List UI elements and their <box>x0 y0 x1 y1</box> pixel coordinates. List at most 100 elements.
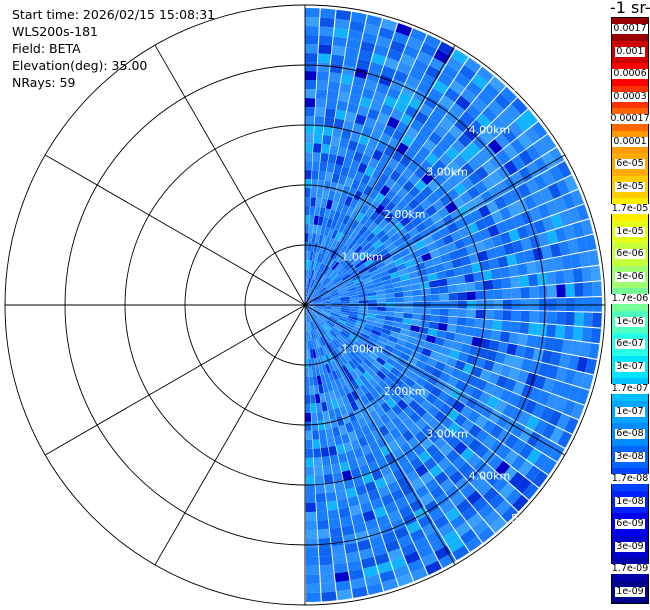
ray-gate <box>311 292 319 299</box>
ray-gate <box>424 34 441 49</box>
ray-gate <box>345 281 355 288</box>
ray-gate <box>506 343 518 356</box>
ray-gate <box>327 258 335 268</box>
ray-gate <box>369 235 380 246</box>
ray-gate <box>305 358 309 368</box>
ray-gate <box>379 332 390 340</box>
ray-gate <box>552 256 564 271</box>
ray-gate <box>520 287 530 299</box>
ray-gate <box>355 283 366 290</box>
ray-gate <box>449 102 466 118</box>
ray-gate <box>310 260 315 270</box>
ray-gate <box>374 384 385 395</box>
ray-gate <box>394 307 404 313</box>
ray-gate <box>397 534 413 548</box>
ray-gate <box>348 411 358 423</box>
ray-gate <box>457 351 469 363</box>
ray-gate <box>486 349 498 362</box>
ray-gate <box>341 342 351 352</box>
ray-gate <box>347 168 357 180</box>
ray-gate <box>329 291 339 296</box>
ray-gate <box>523 399 538 415</box>
ray-sector <box>305 189 584 305</box>
ray-gate <box>339 332 348 341</box>
ray-gate <box>356 364 366 375</box>
ray-gate <box>465 104 482 120</box>
ray-gate <box>460 529 477 545</box>
range-label: 3.00km <box>426 166 468 179</box>
ray-gate <box>523 346 535 360</box>
ray-gate <box>350 577 366 590</box>
colorbar-label: 1e-08 <box>615 495 645 507</box>
ray-gate <box>415 463 429 478</box>
ray-gate <box>590 265 601 281</box>
ray-gate <box>318 35 333 46</box>
ray-gate <box>306 331 309 341</box>
ray-gate <box>306 287 308 297</box>
ray-gate <box>491 210 504 224</box>
ray-gate <box>539 186 554 203</box>
ray-gate <box>461 505 478 522</box>
ray-gate <box>383 344 394 353</box>
ray-gate <box>350 370 359 380</box>
ray-gate <box>394 297 404 303</box>
ray-gate <box>382 223 393 234</box>
ray-gate <box>384 315 395 322</box>
ray-gate <box>408 330 419 339</box>
ray-gate <box>364 452 376 464</box>
ray-gate <box>312 251 317 261</box>
ray-gate <box>429 350 441 361</box>
ray-gate <box>376 340 386 349</box>
ray-gate <box>328 316 338 323</box>
ray-gate <box>466 291 476 301</box>
ray-gate <box>413 393 426 406</box>
ray-gate <box>403 296 413 302</box>
ray-gate <box>351 419 361 431</box>
ray-gate <box>305 484 316 494</box>
ray-gate <box>344 196 353 207</box>
ray-gate <box>324 391 331 402</box>
ray-gate <box>396 175 408 187</box>
ray-gate <box>415 405 427 418</box>
ray-gate <box>349 300 359 304</box>
ray-gate <box>379 185 391 197</box>
ray-gate <box>458 462 473 477</box>
ray-gate <box>340 299 350 302</box>
ray-gate <box>337 146 347 158</box>
ray-gate <box>327 509 340 520</box>
ray-gate <box>491 234 503 248</box>
ray-gate <box>450 492 466 507</box>
ray-gate <box>410 567 428 582</box>
ray-gate <box>305 98 316 108</box>
ray-gate <box>317 420 325 431</box>
ray-gate <box>574 282 584 297</box>
ray-gate <box>316 510 328 521</box>
ray-gate <box>345 362 354 373</box>
ray-gate <box>318 263 324 273</box>
colorbar-label: 0.00017 <box>609 113 650 125</box>
start-time: Start time: 2026/02/15 15:08:31 <box>12 7 216 22</box>
range-label: 1.00km <box>341 342 383 355</box>
ray-gate <box>373 281 384 288</box>
ray-gate <box>531 121 548 139</box>
ray-gate <box>365 14 383 27</box>
ray-gate <box>342 65 356 77</box>
ray-gate <box>325 491 337 502</box>
ray-gate <box>392 281 403 288</box>
ray-gate <box>348 568 364 581</box>
ray-gate <box>312 294 321 301</box>
ray-gate <box>526 334 537 348</box>
ray-gate <box>489 516 507 533</box>
ray-gate <box>412 307 422 314</box>
ray-gate <box>309 215 315 225</box>
ray-gate <box>364 207 375 219</box>
ray-gate <box>423 457 438 471</box>
ray-sector <box>305 305 442 575</box>
ray-gate <box>383 472 397 485</box>
ray-gate <box>401 167 414 180</box>
ray-gate <box>404 259 415 268</box>
ray-gate <box>444 109 460 125</box>
ray-gate <box>305 298 312 305</box>
ray-gate <box>406 470 420 483</box>
ray-gate <box>305 143 313 153</box>
